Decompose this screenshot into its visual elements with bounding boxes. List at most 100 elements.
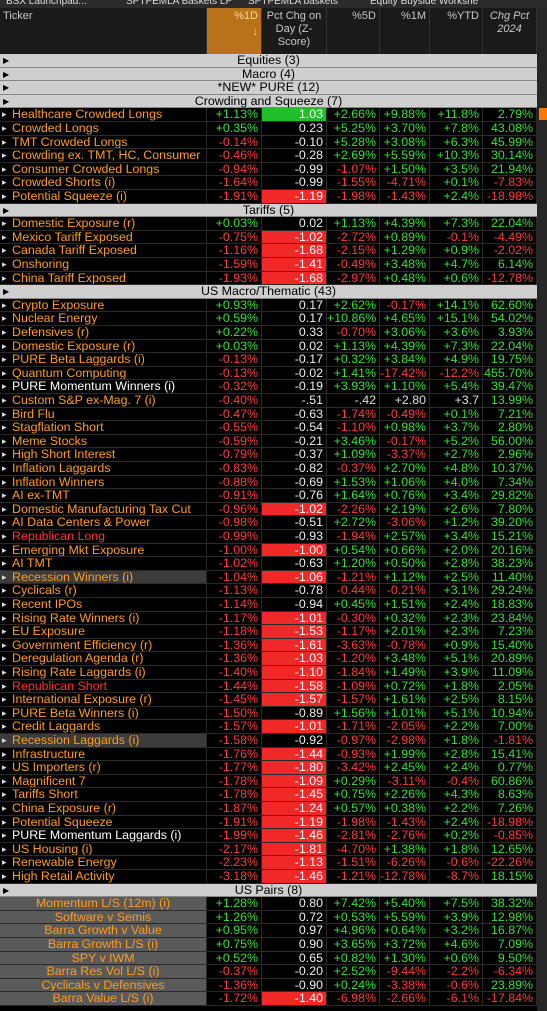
ticker-cell[interactable]: ▸ AI Data Centers & Power — [0, 516, 207, 530]
ticker-cell[interactable]: ▸ Inflation Laggards — [0, 462, 207, 476]
ticker-cell[interactable]: ▸ Crowding ex. TMT, HC, Consumer — [0, 149, 207, 163]
ticker-cell[interactable]: Barra Growth v Value — [0, 924, 207, 938]
ticker-cell[interactable]: ▸ Credit Laggards — [0, 720, 207, 734]
tab[interactable]: SPTPEMLA baskets — [242, 0, 375, 8]
ticker-cell[interactable]: Barra Value L/S (i) — [0, 992, 207, 1006]
ticker-cell[interactable]: ▸ Mexico Tariff Exposed — [0, 230, 207, 245]
ticker-cell[interactable]: ▸ TMT Crowded Longs — [0, 135, 207, 150]
ticker-cell[interactable]: ▸ Onshoring — [0, 258, 207, 272]
column-header[interactable]: Chg Pct 2024 — [483, 8, 537, 55]
value-cell: -17.42% — [380, 366, 430, 381]
ticker-cell[interactable]: ▸ Nuclear Energy — [0, 312, 207, 326]
expand-icon[interactable]: ▶ — [3, 56, 10, 65]
ticker-cell[interactable]: Momentum L/S (12m) (i) — [0, 897, 207, 911]
value-cell: +5.1% — [430, 706, 483, 721]
ticker-cell[interactable]: ▸ US Housing (i) — [0, 842, 207, 857]
ticker-cell[interactable]: ▸ Renewable Energy — [0, 856, 207, 870]
ticker-cell[interactable]: Cyclicals v Defensives — [0, 978, 207, 993]
tab[interactable]: SPTPEMLA Baskets LP — [120, 0, 253, 8]
group-row[interactable]: ▶ Crowding and Squeeze (7) — [0, 94, 537, 109]
ticker-cell[interactable]: ▸ Infrastructure — [0, 747, 207, 762]
ticker-cell[interactable]: ▸ High Retail Activity — [0, 870, 207, 884]
ticker-cell[interactable]: ▸ Meme Stocks — [0, 434, 207, 449]
column-header[interactable]: %1D ↓ — [207, 8, 262, 55]
value-cell: +3.72% — [380, 938, 430, 952]
ticker-cell[interactable]: ▸ Inflation Winners — [0, 475, 207, 490]
ticker-cell[interactable]: ▸ Magnificent 7 — [0, 774, 207, 789]
ticker-cell[interactable]: ▸ PURE Beta Laggards (i) — [0, 353, 207, 367]
ticker-cell[interactable]: ▸ AI TMT — [0, 557, 207, 571]
ticker-cell[interactable]: ▸ Rising Rate Laggards (i) — [0, 666, 207, 680]
ticker-cell[interactable]: ▸ AI ex-TMT — [0, 489, 207, 503]
group-row[interactable]: ▶ US Pairs (8) — [0, 883, 537, 898]
ticker-cell[interactable]: ▸ Domestic Exposure (r) — [0, 217, 207, 231]
ticker-cell[interactable]: ▸ EU Exposure — [0, 625, 207, 639]
ticker-cell[interactable]: ▸ Recent IPOs — [0, 598, 207, 612]
column-header[interactable]: Pct Chg on Day (Z-Score) — [262, 8, 327, 55]
value-cell: +3.6% — [430, 326, 483, 340]
value-cell: +0.98% — [380, 421, 430, 435]
ticker-cell[interactable]: ▸ Crypto Exposure — [0, 298, 207, 313]
column-header[interactable]: Ticker — [0, 8, 207, 55]
ticker-cell[interactable]: ▸ Crowded Shorts (i) — [0, 176, 207, 190]
expand-icon[interactable]: ▶ — [3, 287, 10, 297]
ticker-cell[interactable]: ▸ Domestic Exposure (r) — [0, 339, 207, 354]
ticker-cell[interactable]: ▸ Deregulation Agenda (r) — [0, 652, 207, 666]
ticker-cell[interactable]: ▸ Domestic Manufacturing Tax Cut — [0, 502, 207, 517]
ticker-cell[interactable]: ▸ Potential Squeeze (i) — [0, 190, 207, 204]
ticker-cell[interactable]: ▸ PURE Beta Winners (i) — [0, 706, 207, 721]
ticker-cell[interactable]: ▸ Canada Tariff Exposed — [0, 244, 207, 258]
column-header[interactable]: %1M — [380, 8, 430, 55]
group-row[interactable]: ▶ Equities (3) — [0, 53, 537, 68]
value-cell: -1.00 — [262, 543, 327, 558]
value-cell: 12.98% — [483, 910, 537, 925]
ticker-cell[interactable]: ▸ Healthcare Crowded Longs — [0, 108, 207, 122]
row-icon: ▸ — [2, 735, 7, 745]
ticker-cell[interactable]: ▸ Defensives (r) — [0, 326, 207, 340]
ticker-cell[interactable]: ▸ China Tariff Exposed — [0, 271, 207, 286]
group-row[interactable]: ▶ US Macro/Thematic (43) — [0, 284, 537, 299]
ticker-cell[interactable]: ▸ PURE Momentum Winners (i) — [0, 380, 207, 394]
ticker-cell[interactable]: ▸ PURE Momentum Laggards (i) — [0, 829, 207, 843]
ticker-cell[interactable]: ▸ US Importers (r) — [0, 761, 207, 775]
expand-icon[interactable]: ▶ — [3, 885, 10, 895]
ticker-cell[interactable]: ▸ Recession Laggards (i) — [0, 734, 207, 748]
ticker-cell[interactable]: ▸ Potential Squeeze — [0, 815, 207, 830]
ticker-cell[interactable]: Barra Res Vol L/S (i) — [0, 965, 207, 979]
expand-icon[interactable]: ▶ — [3, 96, 10, 106]
ticker-cell[interactable]: ▸ Republican Short — [0, 679, 207, 694]
ticker-cell[interactable]: ▸ Bird Flu — [0, 407, 207, 422]
group-row[interactable]: ▶ Macro (4) — [0, 67, 537, 82]
ticker-cell[interactable]: Barra Growth L/S (i) — [0, 938, 207, 952]
expand-icon[interactable]: ▶ — [3, 69, 10, 79]
expand-icon[interactable]: ▶ — [3, 205, 10, 215]
ticker-cell[interactable]: SPY v IWM — [0, 951, 207, 966]
ticker-cell[interactable]: ▸ Republican Long — [0, 530, 207, 544]
value-cell: -1.09% — [327, 679, 380, 694]
group-row[interactable]: ▶ Tariffs (5) — [0, 203, 537, 218]
ticker-cell[interactable]: ▸ Emerging Mkt Exposure — [0, 543, 207, 558]
ticker-cell[interactable]: ▸ Government Efficiency (r) — [0, 638, 207, 653]
row-icon: ▸ — [2, 313, 7, 324]
scrollbar[interactable] — [537, 8, 547, 1011]
group-row[interactable]: ▶ *NEW* PURE (12) — [0, 80, 537, 95]
ticker-cell[interactable]: ▸ Recession Winners (i) — [0, 570, 207, 585]
column-header[interactable]: %5D — [327, 8, 380, 55]
ticker-cell[interactable]: ▸ High Short Interest — [0, 448, 207, 462]
ticker-cell[interactable]: ▸ China Exposure (r) — [0, 802, 207, 816]
ticker-cell[interactable]: ▸ International Exposure (r) — [0, 693, 207, 707]
ticker-cell[interactable]: ▸ Quantum Computing — [0, 366, 207, 381]
ticker-cell[interactable]: ▸ Custom S&P ex-Mag. 7 (i) — [0, 394, 207, 408]
ticker-cell[interactable]: ▸ Crowded Longs — [0, 122, 207, 136]
tab[interactable]: Equity Buyside Workshe — [364, 0, 547, 8]
expand-icon[interactable]: ▶ — [3, 83, 10, 93]
column-header[interactable]: %YTD — [430, 8, 483, 55]
ticker-cell[interactable]: ▸ Consumer Crowded Longs — [0, 162, 207, 177]
ticker-cell[interactable]: ▸ Cyclicals (r) — [0, 584, 207, 598]
ticker-cell[interactable]: ▸ Stagflation Short — [0, 421, 207, 435]
value-cell: 54.02% — [483, 312, 537, 326]
ticker-cell[interactable]: ▸ Rising Rate Winners (i) — [0, 611, 207, 626]
tab[interactable]: BSX Launchpad... — [0, 0, 131, 8]
ticker-cell[interactable]: ▸ Tariffs Short — [0, 788, 207, 802]
ticker-cell[interactable]: Software v Semis — [0, 910, 207, 925]
